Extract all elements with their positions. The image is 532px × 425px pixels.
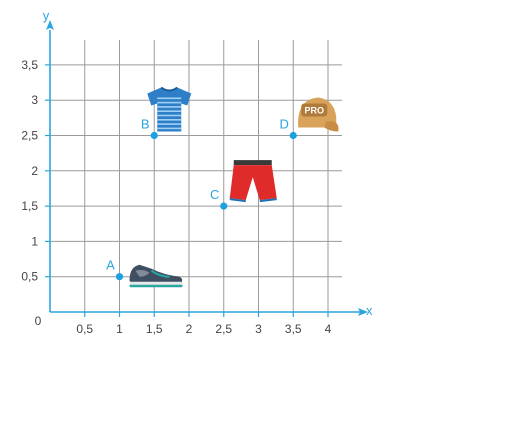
x-axis-arrow: [358, 308, 368, 316]
shorts-hem-left: [229, 198, 246, 203]
sneaker-sole-accent: [129, 284, 183, 288]
cap-text: PRO: [304, 106, 324, 116]
point-a: [115, 273, 124, 281]
grid: [50, 40, 342, 312]
y-tick-label: 0,5: [21, 270, 38, 284]
shorts-hem-right: [259, 198, 277, 203]
tshirt-stripe: [157, 110, 182, 112]
tick-labels: x y 0 0,5 1 1,5 2 2,5 3 3,5 4 0,5 1 1,5 2 2,5 3 3,5: [21, 8, 373, 336]
y-axis-arrow: [46, 20, 54, 30]
point-label-d: D: [280, 117, 289, 132]
point-c: [220, 202, 228, 210]
y-tick-label: 2,5: [21, 129, 38, 143]
tshirt-stripe: [157, 119, 182, 121]
sneaker-panel: [135, 270, 150, 277]
clothing-items: PRO: [129, 86, 339, 288]
tshirt-stripe: [157, 123, 182, 125]
sneaker-stripe: [150, 269, 170, 278]
x-tick-label: 4: [325, 322, 332, 336]
origin-label: 0: [35, 314, 42, 328]
cap-brim: [324, 121, 339, 132]
axes: [45, 20, 368, 317]
x-tick-label: 1,5: [146, 322, 163, 336]
points: A B C D: [106, 117, 297, 281]
x-tick-label: 2: [186, 322, 193, 336]
cap-patch: [301, 103, 328, 117]
x-tick-label: 3: [255, 322, 262, 336]
shorts-waistband: [233, 160, 272, 166]
x-tick-label: 3,5: [285, 322, 302, 336]
tshirt-stripe: [157, 101, 182, 104]
tshirt-stripe: [157, 114, 182, 117]
tshirt-stripe: [157, 106, 182, 108]
point-label-c: C: [210, 187, 219, 202]
x-tick-label: 1: [116, 322, 123, 336]
x-tick-label: 2,5: [215, 322, 232, 336]
tshirt-stripe: [157, 127, 182, 130]
point-d: [289, 131, 297, 140]
y-tick-label: 1: [31, 234, 38, 248]
x-tick-label: 0,5: [76, 322, 93, 336]
y-tick-label: 3: [31, 93, 38, 107]
tshirt-icon: [147, 86, 192, 132]
y-tick-label: 1,5: [21, 199, 38, 213]
sneaker-icon: [129, 264, 183, 288]
point-label-b: B: [141, 117, 150, 132]
tshirt-stripe: [157, 97, 182, 100]
y-tick-label: 3,5: [21, 58, 38, 72]
shorts-body: [229, 165, 277, 201]
shorts-icon: [229, 160, 277, 203]
y-axis-label: y: [43, 8, 50, 23]
point-label-a: A: [106, 258, 115, 273]
cap-icon: PRO: [298, 97, 339, 132]
x-axis-label: x: [366, 303, 373, 318]
point-b: [150, 131, 158, 140]
y-tick-label: 2: [31, 164, 38, 178]
tshirt-collar: [160, 86, 178, 92]
